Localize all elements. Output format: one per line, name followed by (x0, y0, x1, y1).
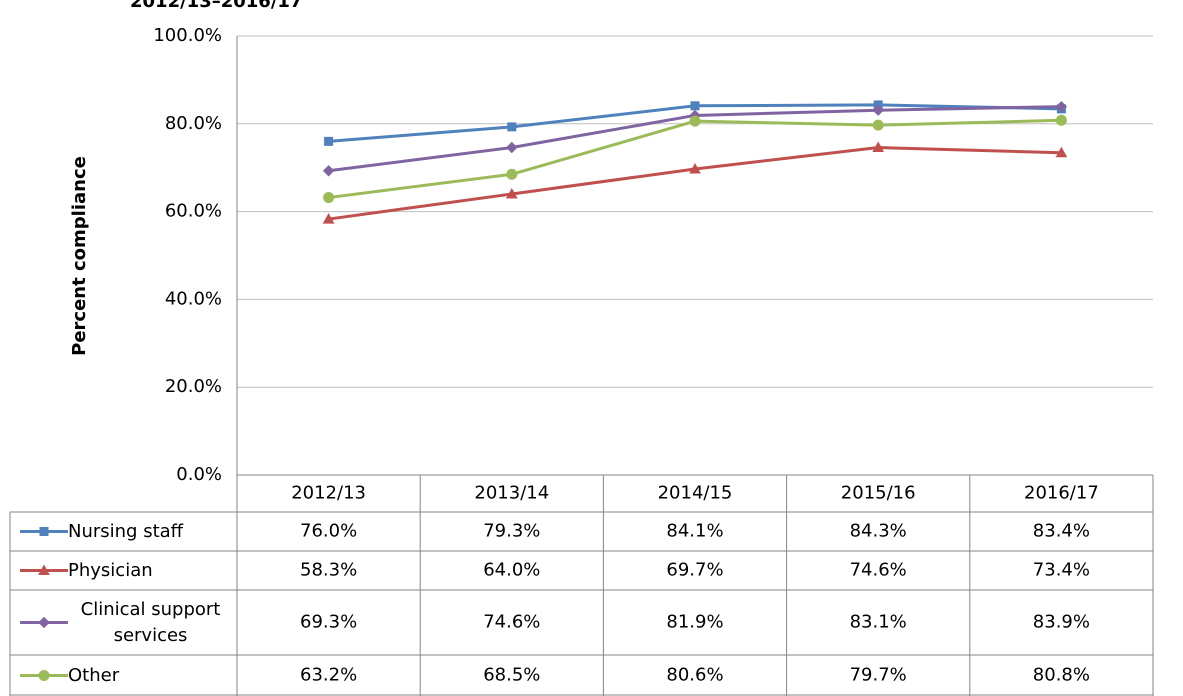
table-value: 80.8% (1033, 665, 1090, 686)
x-category-label: 2012/13 (291, 483, 366, 504)
table-value: 84.1% (666, 521, 723, 542)
marker (322, 213, 335, 224)
x-category-label: 2014/15 (658, 483, 733, 504)
legend-label: Physician (68, 559, 153, 581)
table-value: 69.7% (666, 560, 723, 581)
marker (872, 141, 885, 153)
table-value: 69.3% (300, 612, 357, 633)
table-value: 74.6% (850, 560, 907, 581)
marker (506, 141, 518, 154)
legend-marker (38, 564, 50, 575)
marker (689, 115, 701, 127)
table-value: 81.9% (666, 612, 723, 633)
table-value: 74.6% (483, 612, 540, 633)
table-value: 58.3% (300, 560, 357, 581)
table-value: 80.6% (666, 665, 723, 686)
legend-marker (38, 616, 50, 629)
x-category-label: 2015/16 (841, 483, 916, 504)
y-tick-label: 100.0% (153, 25, 222, 46)
chart-title: 2012/13–2016/17 (130, 0, 302, 12)
legend-marker (39, 527, 49, 536)
marker (689, 162, 701, 174)
legend-label: Clinical support services (80, 598, 221, 646)
marker (872, 119, 884, 131)
table-value: 64.0% (483, 560, 540, 581)
table-value: 83.9% (1033, 612, 1090, 633)
series (322, 100, 1068, 177)
marker (872, 104, 884, 116)
table-value: 63.2% (300, 665, 357, 686)
series (323, 114, 1067, 204)
legend-label-box: Other (68, 664, 120, 686)
marker (506, 168, 518, 180)
table-value: 76.0% (300, 521, 357, 542)
marker (322, 165, 335, 177)
marker (1055, 146, 1068, 158)
marker (690, 101, 700, 111)
marker (323, 192, 335, 204)
legend-label: Nursing staff (68, 520, 184, 542)
marker (1055, 100, 1068, 113)
legend-label: Other (68, 664, 120, 686)
x-category-label: 2016/17 (1024, 483, 1099, 504)
y-tick-label: 40.0% (165, 288, 222, 309)
y-axis-label: Percent compliance (69, 156, 90, 356)
legend-marker (38, 670, 50, 681)
marker (1055, 114, 1067, 126)
y-tick-label: 80.0% (165, 113, 222, 134)
y-tick-label: 60.0% (165, 201, 222, 222)
table-value: 79.3% (483, 521, 540, 542)
y-tick-label: 20.0% (165, 376, 222, 397)
table-value: 84.3% (850, 521, 907, 542)
table-value: 83.4% (1033, 521, 1090, 542)
series (322, 141, 1068, 224)
legend-label-box: Clinical support services (80, 598, 221, 646)
table-value: 68.5% (483, 665, 540, 686)
y-tick-label: 0.0% (176, 464, 222, 485)
legend-label-box: Nursing staff (68, 520, 184, 542)
table-value: 79.7% (850, 665, 907, 686)
table-value: 83.1% (850, 612, 907, 633)
x-category-label: 2013/14 (474, 483, 549, 504)
legend-label-box: Physician (68, 559, 153, 581)
table-value: 73.4% (1033, 560, 1090, 581)
marker (324, 136, 334, 146)
marker (507, 122, 517, 132)
marker (505, 188, 518, 199)
